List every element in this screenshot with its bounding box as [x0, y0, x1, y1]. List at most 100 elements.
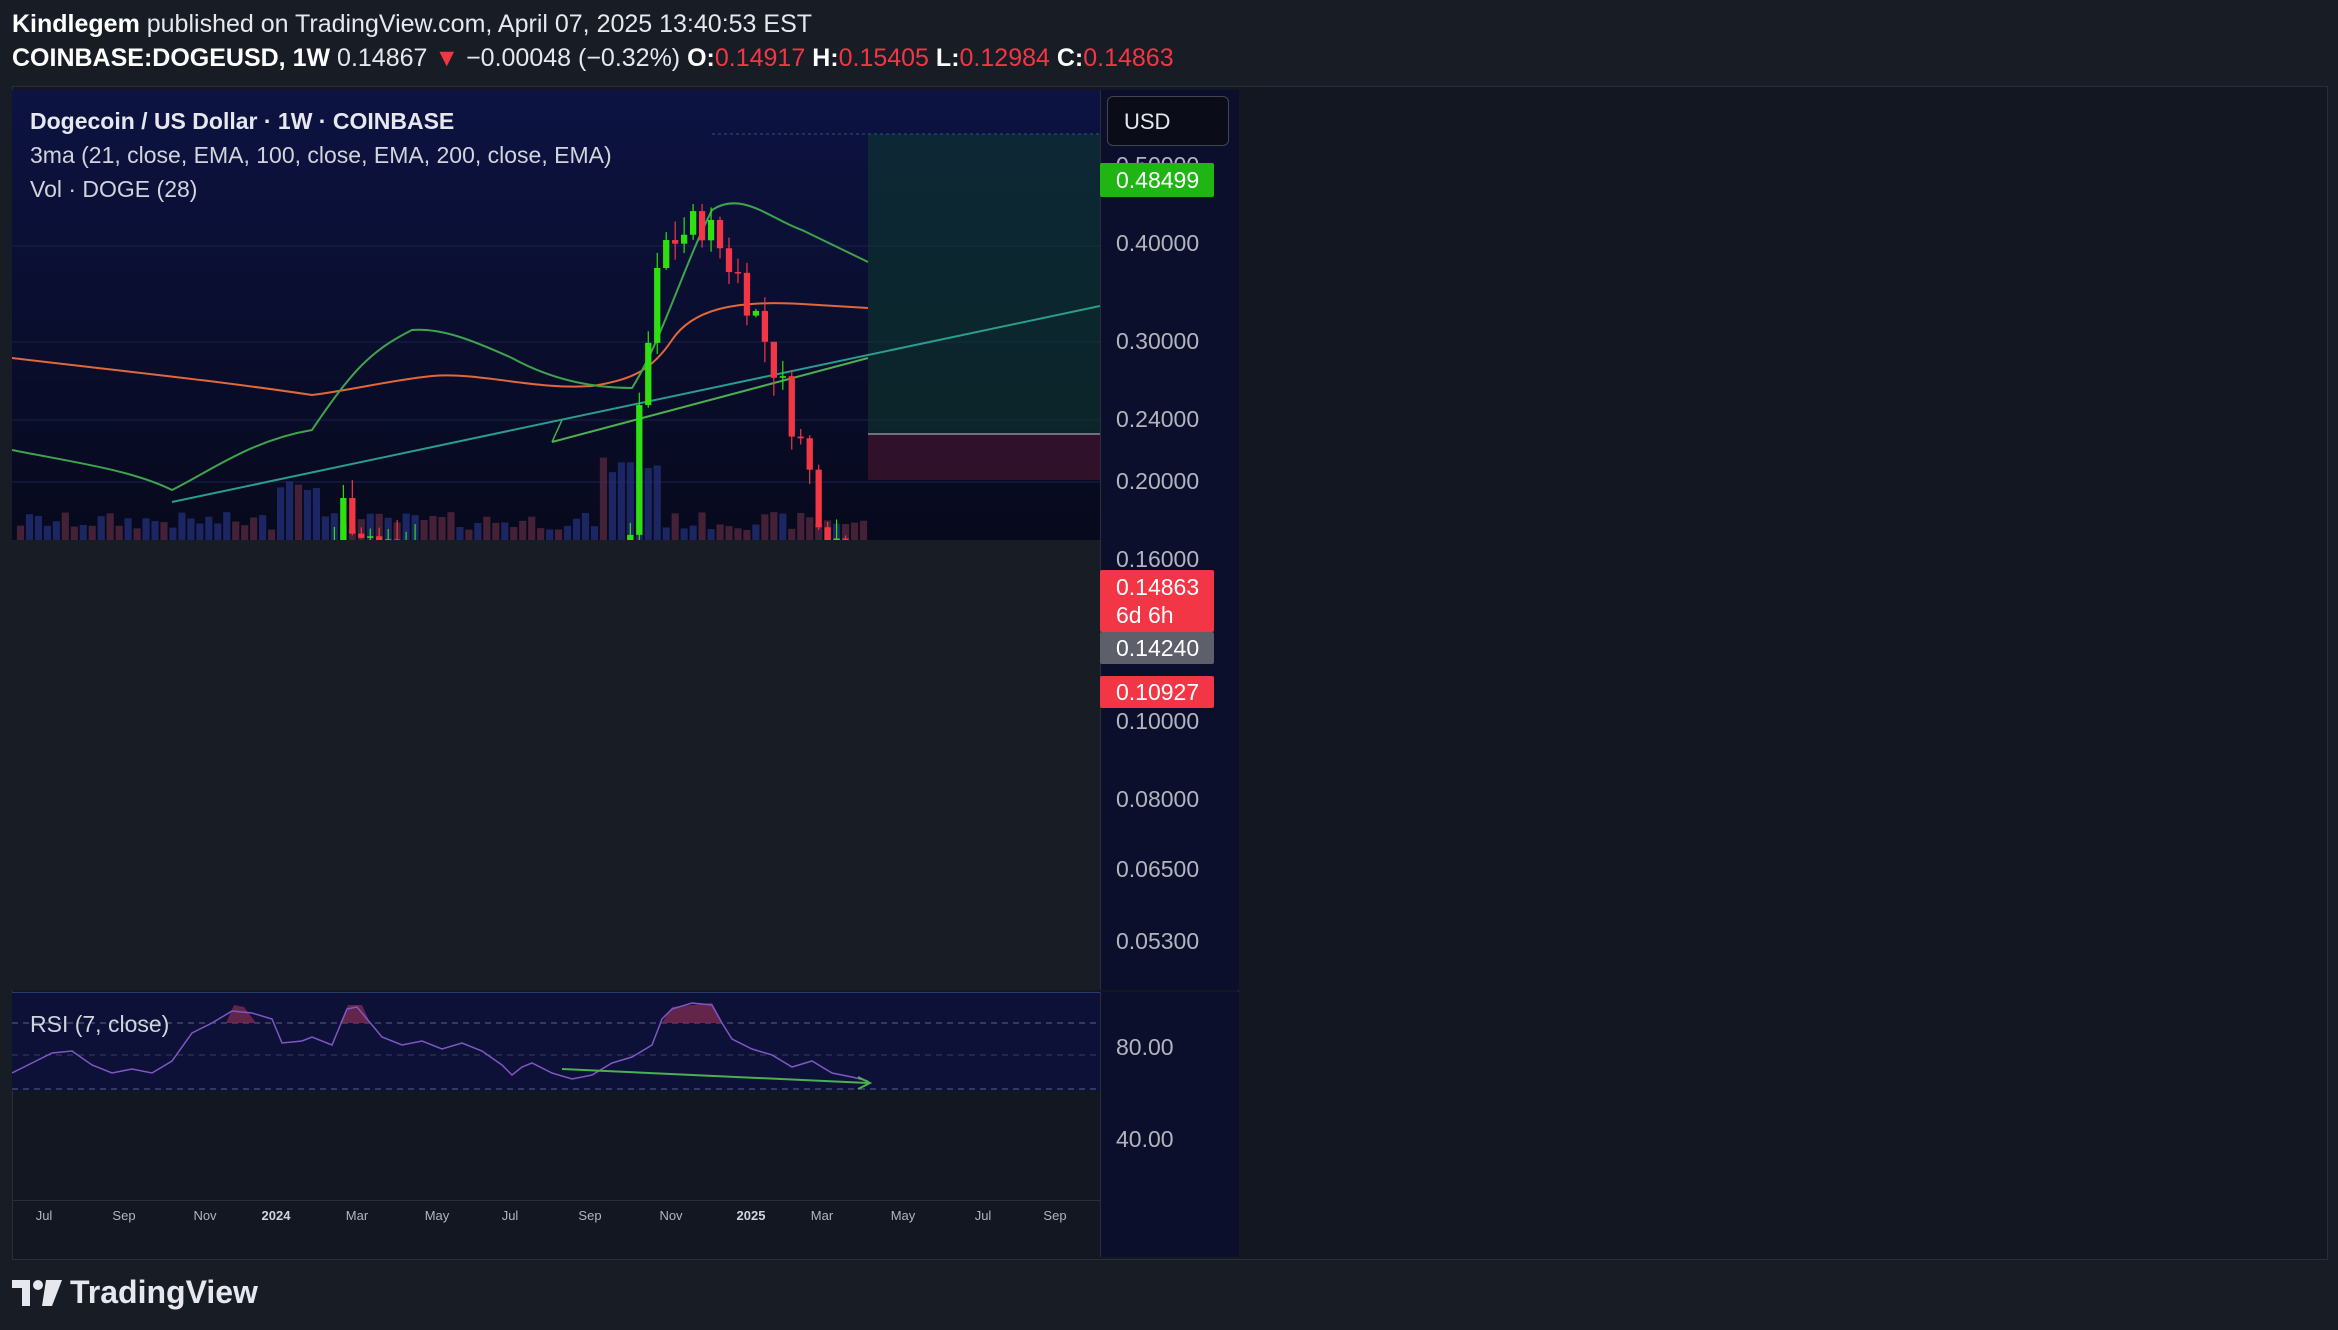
volume-bar	[34, 515, 43, 540]
volume-bar	[743, 529, 751, 540]
candle-body	[770, 341, 777, 378]
last-price: 0.14867	[337, 44, 428, 72]
position-loss-zone[interactable]	[868, 434, 1100, 480]
legend-volume[interactable]: Vol · DOGE (28)	[30, 176, 198, 202]
candle-body	[672, 240, 679, 244]
main-price-pane[interactable]: Dogecoin / US Dollar · 1W · COINBASE 3ma…	[12, 90, 1100, 990]
tradingview-brand[interactable]: TradingView	[12, 1274, 258, 1311]
time-label-jul-2025: Jul	[974, 1208, 992, 1223]
price-label-0-08: 0.08000	[1116, 786, 1200, 812]
ohlc-line: COINBASE:DOGEUSD, 1W 0.14867 ▼ −0.00048 …	[12, 42, 1174, 74]
current-price-value: 0.14863	[1116, 574, 1200, 600]
high-label: H:	[812, 44, 839, 72]
time-axis[interactable]	[12, 1200, 1100, 1231]
volume-bar	[510, 527, 518, 540]
volume-bar	[276, 487, 285, 540]
candle-body	[367, 536, 374, 538]
high-value: 0.15405	[838, 44, 929, 72]
candle-body	[707, 219, 715, 241]
close-value: 0.14863	[1083, 44, 1174, 72]
volume-bar	[492, 522, 500, 540]
volume-bar	[375, 513, 383, 540]
rsi-pane[interactable]: RSI (7, close)	[12, 992, 1100, 1201]
legend-title[interactable]: Dogecoin / US Dollar · 1W · COINBASE	[30, 108, 455, 134]
volume-bar	[689, 525, 697, 540]
candle-body	[663, 240, 670, 268]
volume-bar	[312, 488, 321, 540]
empty-layout-pane	[1238, 90, 2327, 1257]
rsi-legend[interactable]: RSI (7, close)	[30, 1011, 170, 1037]
volume-bar	[815, 524, 823, 540]
volume-bar	[133, 528, 141, 540]
rsi-chart-svg	[12, 993, 1100, 1091]
stop-price-tag: 0.10927	[1100, 676, 1214, 708]
volume-bar	[465, 529, 473, 540]
rsi-divergence-arrow-icon	[857, 1076, 873, 1090]
candle-body	[681, 234, 688, 244]
price-chart-svg	[12, 90, 1100, 990]
volume-bar	[680, 528, 688, 540]
volume-bar	[850, 522, 859, 540]
candle-body	[734, 272, 742, 274]
volume-bar	[294, 484, 303, 540]
volume-bar	[456, 526, 464, 540]
time-label-may-2024: May	[424, 1208, 450, 1223]
volume-bar	[79, 524, 87, 540]
volume-bar	[797, 512, 805, 540]
volume-bar	[214, 523, 222, 540]
candle-body	[645, 342, 652, 406]
volume-bar	[653, 465, 661, 540]
axis-corner	[1100, 1200, 1239, 1257]
trendline-support[interactable]	[551, 357, 869, 443]
candle-body	[824, 527, 831, 549]
volume-bar	[232, 521, 240, 540]
volume-bar	[519, 520, 527, 540]
volume-bar	[151, 521, 159, 540]
volume-bar	[268, 529, 276, 540]
trendline-main[interactable]	[171, 305, 1100, 503]
volume-bar	[178, 512, 186, 540]
chart-header: Kindlegem published on TradingView.com, …	[12, 8, 1174, 74]
volume-bar	[788, 528, 796, 540]
volume-bar	[303, 489, 312, 540]
legend-ma[interactable]: 3ma (21, close, EMA, 100, close, EMA, 20…	[30, 142, 612, 168]
volume-bar	[644, 467, 652, 540]
trendline-support-tail	[551, 419, 563, 443]
price-label-0-30: 0.30000	[1116, 328, 1200, 354]
time-label-nov-2024: Nov	[659, 1208, 683, 1223]
volume-bar	[555, 529, 563, 540]
rsi-label-80: 80.00	[1116, 1034, 1174, 1060]
position-profit-zone[interactable]	[868, 134, 1100, 434]
volume-bar	[106, 513, 114, 540]
candle-body	[797, 436, 804, 439]
down-arrow-icon: ▼	[434, 44, 460, 72]
volume-bar	[330, 513, 338, 540]
currency-button[interactable]: USD	[1107, 96, 1229, 146]
volume-bar	[707, 529, 715, 540]
volume-bar	[761, 514, 769, 540]
volume-bar	[770, 512, 778, 540]
price-axis[interactable]	[1100, 90, 1239, 990]
volume-bar	[196, 523, 204, 540]
volume-bar	[581, 512, 590, 540]
rsi-label-40: 40.00	[1116, 1126, 1174, 1152]
volume-bar	[438, 517, 446, 540]
candle-body	[743, 272, 751, 316]
candle-body	[340, 498, 347, 542]
volume-bar	[483, 516, 491, 540]
candle-body	[358, 533, 365, 538]
volume-bars	[16, 457, 868, 540]
candle-body	[752, 310, 760, 316]
chart-legend: Dogecoin / US Dollar · 1W · COINBASE 3ma…	[30, 104, 612, 206]
volume-bar	[662, 527, 670, 540]
author-name[interactable]: Kindlegem	[12, 10, 140, 38]
volume-bar	[61, 512, 69, 540]
volume-bar	[599, 457, 608, 540]
volume-bar	[617, 462, 625, 540]
open-value: 0.14917	[714, 44, 806, 72]
rsi-divergence-line[interactable]	[561, 1068, 869, 1084]
volume-bar	[259, 515, 267, 540]
volume-bar	[97, 516, 105, 540]
rsi-axis[interactable]	[1100, 992, 1239, 1200]
volume-bar	[546, 529, 554, 540]
